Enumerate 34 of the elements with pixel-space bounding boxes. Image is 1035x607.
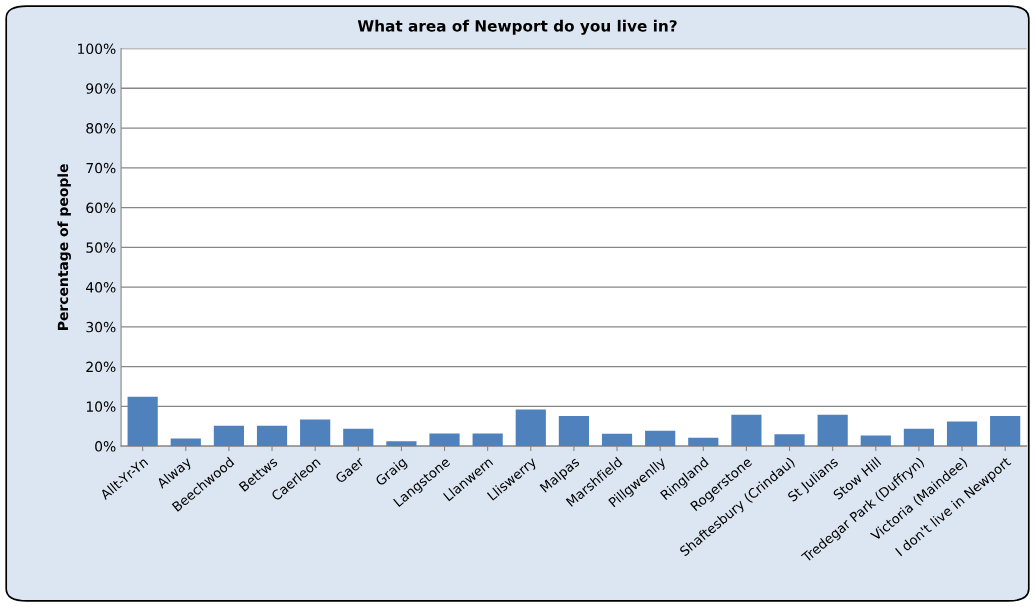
bar <box>515 409 546 447</box>
y-axis-title: Percentage of people <box>57 164 71 330</box>
bar <box>256 425 288 447</box>
bar <box>300 419 331 447</box>
bar <box>213 425 244 447</box>
bar <box>170 438 201 447</box>
bar <box>127 396 158 447</box>
y-tick-label: 20% <box>86 361 116 373</box>
bar <box>860 435 891 447</box>
y-tick-label: 100% <box>78 43 116 55</box>
bar <box>386 441 417 447</box>
y-tick-label: 60% <box>86 202 116 214</box>
y-tick-label: 30% <box>86 321 116 333</box>
bar <box>343 428 374 447</box>
bar <box>731 414 762 447</box>
bar <box>558 415 589 447</box>
bar <box>774 434 805 447</box>
bar <box>472 433 503 447</box>
chart-title: What area of Newport do you live in? <box>357 19 677 35</box>
y-tick-label: 40% <box>86 282 116 293</box>
bar <box>946 421 978 447</box>
bar <box>429 433 460 447</box>
bar <box>601 433 633 447</box>
y-tick-label: 50% <box>86 242 116 253</box>
bar <box>817 414 848 447</box>
bar <box>990 415 1021 447</box>
bar <box>903 428 934 447</box>
y-tick-label: 80% <box>86 123 116 134</box>
bar <box>645 430 676 447</box>
y-tick-label: 0% <box>95 441 116 452</box>
bar <box>688 437 719 447</box>
y-tick-label: 10% <box>86 401 116 412</box>
y-tick-label: 70% <box>86 162 116 174</box>
y-tick-label: 90% <box>86 83 116 94</box>
